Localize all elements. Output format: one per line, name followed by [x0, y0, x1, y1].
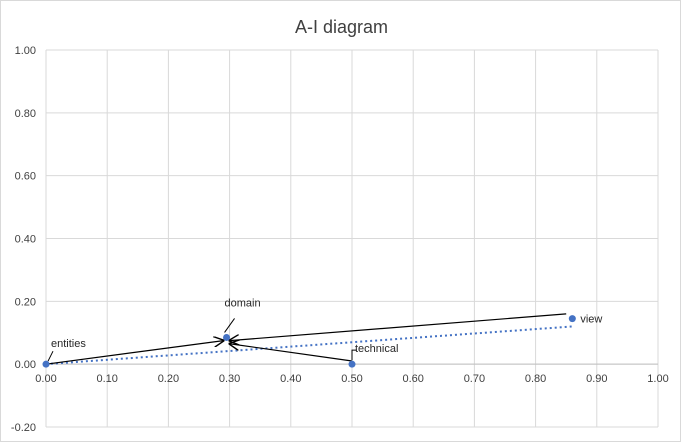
y-tick-label: 0.20	[15, 296, 36, 308]
x-tick-label: 0.90	[586, 373, 607, 385]
axis-tick-labels: 0.00 0.10 0.20 0.30 0.40 0.50 0.60 0.70 0.80 0.90…	[11, 45, 669, 434]
y-tick-label: 0.40	[15, 234, 36, 246]
x-tick-label: 0.10	[96, 373, 117, 385]
y-tick-label: 0.60	[15, 171, 36, 183]
label-leader-line	[224, 318, 235, 333]
label-leader-line	[47, 350, 54, 362]
data-point	[348, 360, 356, 368]
x-tick-label: 0.00	[35, 373, 56, 385]
x-tick-label: 0.50	[341, 373, 362, 385]
trendline	[45, 325, 573, 366]
y-tick-label: 0.80	[15, 108, 36, 120]
y-tick-label: 0.00	[15, 359, 36, 371]
x-tick-label: 0.30	[219, 373, 240, 385]
arrows-group	[45, 313, 567, 365]
x-tick-label: 0.70	[464, 373, 485, 385]
data-point-label: technical	[355, 343, 398, 355]
y-tick-label: 1.00	[15, 45, 36, 57]
trendline-group	[45, 325, 573, 366]
x-tick-label: 0.60	[402, 373, 423, 385]
chart-title: A-I diagram	[294, 17, 389, 37]
data-point	[568, 315, 576, 323]
x-tick-label: 0.20	[158, 373, 179, 385]
x-tick-label: 1.00	[647, 373, 668, 385]
x-tick-label: 0.80	[525, 373, 546, 385]
data-point-label: view	[580, 314, 602, 326]
y-tick-label: -0.20	[11, 422, 36, 434]
grid-lines	[45, 49, 659, 428]
arrow-line	[45, 341, 223, 365]
data-point	[42, 360, 50, 368]
arrow-line	[230, 344, 353, 362]
data-point	[223, 333, 231, 341]
data-point-label: domain	[225, 297, 261, 309]
x-tick-label: 0.40	[280, 373, 301, 385]
data-point-label: entities	[51, 338, 86, 350]
arrow-line	[230, 313, 567, 341]
data-points: entities domain technical view	[42, 297, 602, 368]
label-leader-line	[351, 349, 357, 361]
